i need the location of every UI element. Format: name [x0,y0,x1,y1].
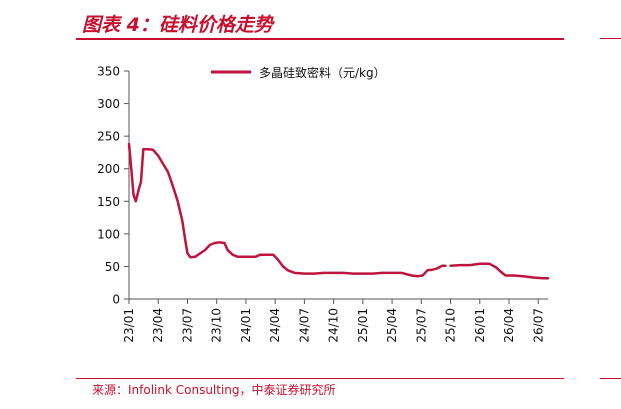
axes: 0 50 100 150 200 250 300 350 23/01 23/04 23/07 23/1… [97,65,548,343]
x-tick-label: 24/01 [239,308,253,343]
x-tick-label: 25/04 [385,308,399,343]
series-line [449,262,550,280]
footer-divider [76,378,564,379]
right-divider [600,38,621,39]
x-tick-label: 26/07 [531,308,545,343]
y-tick-label: 250 [97,130,120,144]
x-tick-label: 24/04 [268,308,282,343]
x-tick-label: 23/07 [180,308,194,343]
y-tick-label: 200 [97,162,120,176]
x-tick-label: 23/01 [122,308,136,343]
x-tick-label: 26/04 [502,308,516,343]
y-tick-label: 300 [97,97,120,111]
y-tick-label: 350 [97,65,120,79]
legend: 多晶硅致密料（元/kg） [211,65,386,80]
y-tick-label: 0 [112,293,120,307]
y-tick-label: 50 [105,260,120,274]
x-tick-label: 25/07 [414,308,428,343]
x-tick-label: 25/10 [444,308,458,343]
title-bar: 图表 4：硅料价格走势 [76,8,564,40]
source-note: 来源：Infolink Consulting，中泰证券研究所 [92,383,336,397]
figure-title: 图表 4：硅料价格走势 [82,14,273,36]
x-tick-label: 23/04 [151,308,165,343]
x-tick-label: 24/07 [297,308,311,343]
y-tick-label: 100 [97,227,120,241]
x-tick-label: 23/10 [210,308,224,343]
legend-label: 多晶硅致密料（元/kg） [259,65,386,80]
footer-divider-right [600,378,621,379]
x-tick-label: 25/01 [356,308,370,343]
series-layer [127,142,550,280]
y-tick-label: 150 [97,195,120,209]
x-tick-label: 24/10 [327,308,341,343]
x-tick-label: 26/01 [473,308,487,343]
series-line [127,142,447,278]
